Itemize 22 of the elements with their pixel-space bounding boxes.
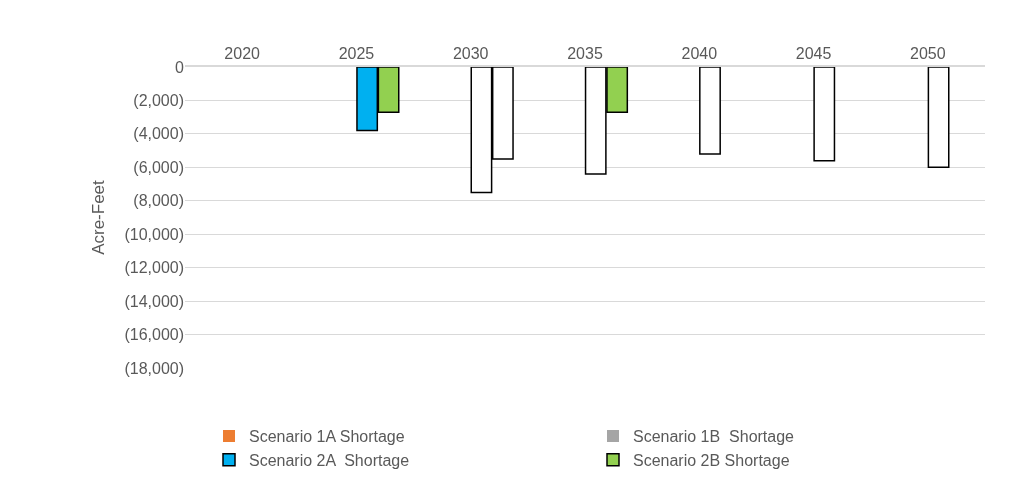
y-tick-label: (6,000) [133,158,184,176]
legend-label: Scenario 2A Shortage [249,452,410,470]
y-tick-label: (12,000) [124,259,184,277]
y-axis-title: Acre-Feet [88,179,108,255]
y-tick-label: (2,000) [133,92,184,110]
x-tick-label: 2030 [452,44,489,62]
x-tick-label: 2045 [795,44,832,62]
y-tick-label: (8,000) [133,192,184,210]
y-tick-label: (18,000) [124,359,184,377]
y-tick-label: 0 [175,58,185,76]
y-tick-label: (14,000) [124,292,184,310]
x-tick-label: 2025 [338,44,375,62]
y-tick-label: (10,000) [124,225,184,243]
x-tick-label: 2020 [224,44,261,62]
legend-label: Scenario 2B Shortage [633,452,790,470]
y-tick-label: (4,000) [133,125,184,143]
x-tick-label: 2050 [910,44,946,62]
legend-label: Scenario 1A Shortage [249,428,405,446]
y-tick-label: (16,000) [124,326,184,344]
legend-label: Scenario 1B Shortage [633,428,795,446]
x-tick-label: 2035 [567,44,603,62]
x-tick-label: 2040 [681,44,718,62]
